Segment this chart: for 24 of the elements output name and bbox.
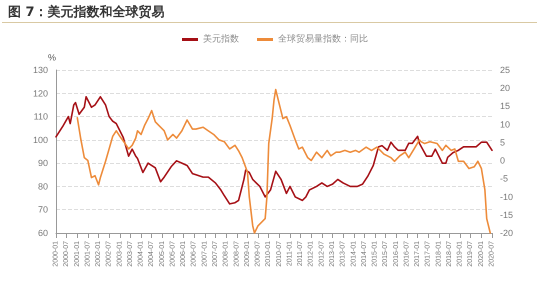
y2-tick-label: -5 xyxy=(500,174,508,184)
y2-tick-label: 20 xyxy=(500,83,510,94)
y-tick-label: 90 xyxy=(38,158,48,168)
y2-tick-label: -15 xyxy=(500,210,514,220)
y-tick-label: 130 xyxy=(32,65,48,75)
y2-tick-label: 10 xyxy=(500,119,510,130)
y2-tick-label: -20 xyxy=(500,228,514,238)
legend-label: 美元指数 xyxy=(203,34,239,44)
line-series xyxy=(55,96,493,205)
y2-tick-label: 5 xyxy=(500,137,506,148)
line-series xyxy=(76,88,492,234)
chart-title: 图 7：美元指数和全球贸易 xyxy=(8,4,165,21)
y-tick-label: 80 xyxy=(38,181,48,192)
y-tick-label: 70 xyxy=(38,204,48,215)
y2-tick-label: 0 xyxy=(500,156,506,166)
y2-tick-label: -10 xyxy=(500,192,514,202)
y2-tick-label: 25 xyxy=(500,65,510,75)
y2-tick-label: 15 xyxy=(500,101,510,112)
legend-label: 全球贸易量指数：同比 xyxy=(278,34,368,44)
y-tick-label: 100 xyxy=(32,134,48,145)
y-tick-label: 60 xyxy=(38,228,48,238)
y-axis-title: % xyxy=(48,52,56,62)
y-tick-label: 120 xyxy=(32,88,48,98)
y-tick-label: 110 xyxy=(34,112,48,122)
